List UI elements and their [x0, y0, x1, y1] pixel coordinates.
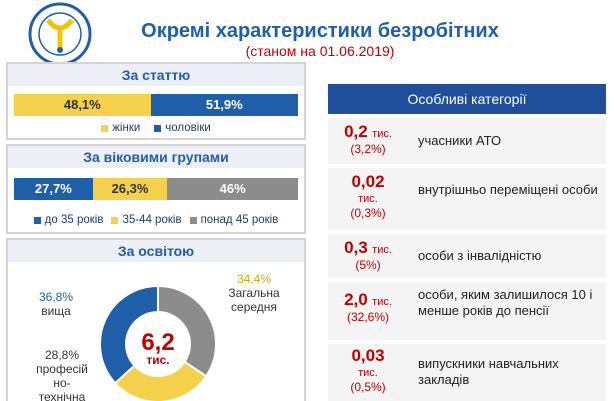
- bar-segment: 48,1%: [14, 94, 151, 116]
- category-pct: (0,5%): [350, 380, 386, 394]
- label-vocational-line2: но-: [53, 376, 71, 390]
- label-vocational-line3: технічна: [38, 390, 86, 401]
- label-general-line2: середня: [231, 300, 277, 314]
- category-text: особи з інвалідністю: [418, 248, 542, 263]
- employment-service-logo: [28, 2, 92, 66]
- legend-swatch-yellow: [111, 216, 119, 224]
- legend-swatch-blue: [154, 124, 162, 132]
- legend-swatch-blue: [33, 216, 41, 224]
- education-panel-title: За освітою: [8, 240, 304, 262]
- legend-35-44: 35-44 років: [111, 214, 182, 226]
- legend-over-45: понад 45 років: [189, 214, 279, 226]
- label-vocational-pct: 28,8%: [44, 348, 80, 362]
- categories-header: Особливі категорії: [328, 84, 606, 114]
- category-text: учасники АТО: [418, 133, 502, 148]
- category-unit: тис.: [358, 193, 378, 205]
- label-general-pct: 34,4%: [236, 272, 272, 286]
- category-unit: тис.: [372, 296, 392, 308]
- category-value: 0,3 тис. (5%): [328, 238, 408, 272]
- bar-segment: 51,9%: [150, 94, 298, 116]
- donut-slice: [157, 284, 217, 378]
- age-panel-title: За віковими групами: [8, 146, 304, 168]
- donut-slice: [99, 284, 159, 385]
- category-unit: тис.: [372, 244, 392, 256]
- legend-under-35: до 35 років: [33, 214, 104, 226]
- donut-hole: [128, 314, 188, 374]
- category-number: 0,02: [351, 172, 385, 191]
- category-pct: (32,6%): [346, 310, 390, 324]
- label-vocational: 28,8% професій но- технічна: [34, 348, 90, 401]
- legend-label: понад 45 років: [200, 214, 279, 226]
- legend-swatch-yellow: [101, 124, 109, 132]
- label-general: 34,4% Загальна середня: [222, 272, 286, 314]
- category-number: 2,0: [344, 290, 368, 309]
- category-pct: (5%): [355, 258, 381, 272]
- legend-men: чоловіки: [154, 122, 211, 134]
- donut-center-unit: тис.: [146, 353, 169, 367]
- category-value: 2,0 тис. (32,6%): [328, 290, 408, 324]
- gender-legend: жінки чоловіки: [8, 122, 304, 134]
- page-title: Окремі характеристики безробітних: [141, 20, 499, 42]
- category-row: 0,02 тис. (0,3%) внутрішньо переміщені о…: [328, 168, 606, 230]
- category-row: 0,3 тис. (5%) особи з інвалідністю: [328, 234, 606, 278]
- age-panel: За віковими групами 27,7% 26,3% 46% до 35 …: [6, 144, 306, 234]
- gender-panel-title: За статтю: [8, 64, 304, 86]
- legend-label: чоловіки: [165, 122, 211, 134]
- label-higher-pct: 36,8%: [38, 290, 74, 304]
- age-bar: 27,7% 26,3% 46%: [14, 178, 298, 200]
- label-higher: 36,8% вища: [36, 290, 76, 318]
- category-pct: (3,2%): [350, 142, 386, 156]
- category-row: 2,0 тис. (32,6%) особи, яким залишилося …: [328, 282, 606, 340]
- category-value: 0,02 тис. (0,3%): [328, 172, 408, 220]
- education-panel: За освітою 6,2 тис. 36,8% вища 34,4% Зага…: [6, 238, 306, 401]
- donut-center-value: 6,2: [141, 329, 174, 356]
- label-higher-name: вища: [41, 304, 71, 318]
- category-unit: тис.: [358, 367, 378, 379]
- legend-label: жінки: [112, 122, 141, 134]
- gender-bar: 48,1% 51,9%: [14, 94, 298, 116]
- bar-segment: 46%: [167, 178, 298, 200]
- legend-swatch-gray: [189, 216, 197, 224]
- category-row: 0,2 тис. (3,2%) учасники АТО: [328, 118, 606, 164]
- legend-women: жінки: [101, 122, 140, 134]
- category-value: 0,2 тис. (3,2%): [328, 122, 408, 156]
- category-number: 0,3: [344, 238, 368, 257]
- category-row: 0,03 тис. (0,5%) випускники навчальних з…: [328, 344, 606, 401]
- category-unit: тис.: [372, 128, 392, 140]
- category-text: особи, яким залишилося 10 і менше років …: [418, 287, 593, 318]
- category-number: 0,03: [351, 346, 385, 365]
- legend-label: 35-44 років: [122, 214, 182, 226]
- age-legend: до 35 років 35-44 років понад 45 років: [8, 214, 304, 226]
- label-vocational-line1: професій: [36, 362, 88, 376]
- category-number: 0,2: [344, 122, 368, 141]
- category-pct: (0,3%): [350, 206, 386, 220]
- category-text: внутрішньо переміщені особи: [418, 182, 598, 197]
- label-general-line1: Загальна: [228, 286, 280, 300]
- page-subtitle: (станом на 01.06.2019): [245, 43, 395, 59]
- category-text: випускники навчальних закладів: [418, 356, 559, 387]
- bar-segment: 26,3%: [92, 178, 168, 200]
- gender-panel: За статтю 48,1% 51,9% жінки чоловіки: [6, 62, 306, 140]
- bar-segment: 27,7%: [14, 178, 93, 200]
- legend-label: до 35 років: [44, 214, 104, 226]
- category-value: 0,03 тис. (0,5%): [328, 346, 408, 394]
